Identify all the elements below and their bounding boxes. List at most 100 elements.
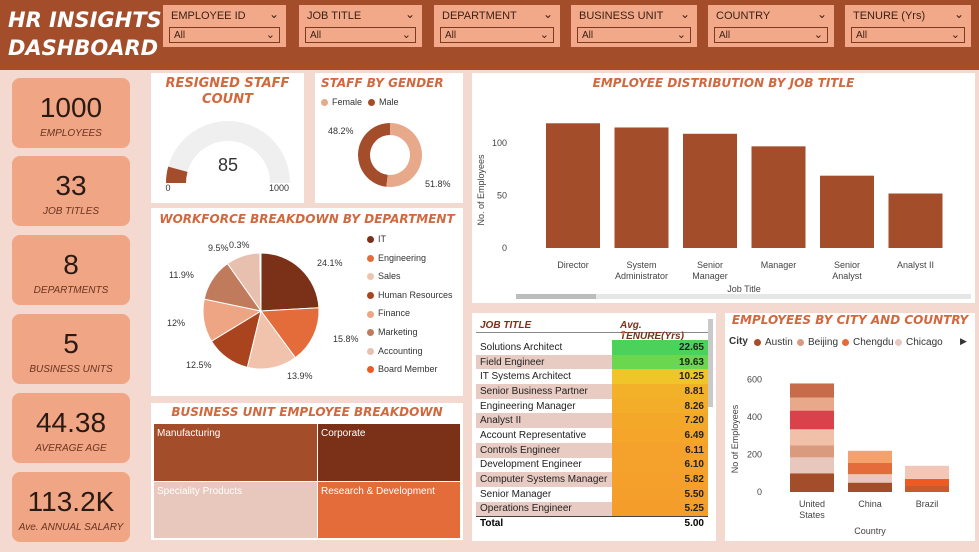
stack-segment[interactable]: [790, 473, 834, 492]
filter-dropdown[interactable]: All ⌄: [577, 27, 691, 43]
filter-label: TENURE (Yrs): [853, 10, 926, 22]
cell-job-title: Operations Engineer: [476, 501, 612, 517]
bar-director[interactable]: [546, 123, 600, 248]
bar-analyst-ii[interactable]: [888, 193, 943, 248]
column-header-job-title[interactable]: JOB TITLE: [480, 320, 532, 331]
table-row[interactable]: Senior Business Partner 8.81: [476, 384, 708, 399]
legend-item-marketing[interactable]: Marketing: [367, 327, 418, 337]
legend-item-finance[interactable]: Finance: [367, 308, 410, 318]
bar-senior-analyst[interactable]: [820, 175, 874, 248]
chevron-down-icon[interactable]: ⌄: [404, 7, 415, 21]
chevron-down-icon[interactable]: ⌄: [816, 7, 827, 21]
tile-manufacturing[interactable]: Manufacturing: [154, 424, 317, 481]
chevron-down-icon[interactable]: ⌄: [950, 29, 960, 41]
stack-segment[interactable]: [790, 445, 834, 458]
bar-senior-manager[interactable]: [683, 133, 737, 248]
legend-item-sales[interactable]: Sales: [367, 271, 401, 281]
legend-item-board-member[interactable]: Board Member: [367, 364, 438, 374]
filter-department[interactable]: DEPARTMENT ⌄ All ⌄: [434, 5, 560, 47]
chevron-down-icon[interactable]: ⌄: [676, 29, 686, 41]
filter-employee-id[interactable]: EMPLOYEE ID ⌄ All ⌄: [163, 5, 286, 47]
pie-slice-board-member[interactable]: [259, 252, 262, 312]
chevron-down-icon[interactable]: ⌄: [401, 29, 411, 41]
kpi-departments: 8 DEPARTMENTS: [12, 235, 130, 305]
filter-job-title[interactable]: JOB TITLE ⌄ All ⌄: [299, 5, 422, 47]
chevron-down-icon[interactable]: ⌄: [539, 29, 549, 41]
filter-business-unit[interactable]: BUSINESS UNIT ⌄ All ⌄: [571, 5, 697, 47]
table-row[interactable]: Analyst II 7.20: [476, 413, 708, 429]
legend-item-chengdu[interactable]: Chengdu: [842, 337, 894, 348]
female-slice[interactable]: [386, 123, 422, 187]
tile-research-development[interactable]: Research & Development: [317, 481, 460, 538]
legend-dot: [367, 329, 374, 337]
male-slice[interactable]: [358, 123, 390, 187]
tenure-table: Solutions Architect 22.65 Field Engineer 19…: [476, 340, 708, 517]
table-row[interactable]: Account Representative 6.49: [476, 428, 708, 443]
legend-item-engineering[interactable]: Engineering: [367, 253, 426, 263]
table-row[interactable]: Senior Manager 5.50: [476, 486, 708, 502]
kpi-value: 113.2K: [27, 486, 115, 517]
stack-segment[interactable]: [848, 474, 892, 483]
legend-item-austin[interactable]: Austin: [754, 337, 793, 348]
tile-speciality-products[interactable]: Speciality Products: [154, 481, 317, 538]
legend-item-it[interactable]: IT: [367, 234, 386, 244]
dashboard-title: HR INSIGHTS DASHBOARD: [8, 6, 162, 62]
stack-segment[interactable]: [790, 397, 834, 411]
filter-tenure[interactable]: TENURE (Yrs) ⌄ All ⌄: [845, 5, 971, 47]
stack-segment[interactable]: [790, 383, 834, 398]
pie-slice-it[interactable]: [260, 252, 320, 312]
legend-item-accounting[interactable]: Accounting: [367, 346, 423, 356]
stack-segment[interactable]: [905, 478, 949, 486]
pie-slice-engineering[interactable]: [260, 307, 320, 359]
stack-segment[interactable]: [848, 462, 892, 475]
chevron-down-icon[interactable]: ⌄: [268, 7, 279, 21]
stack-segment[interactable]: [905, 485, 949, 492]
legend-dot: [367, 291, 374, 299]
table-row[interactable]: Field Engineer 19.63: [476, 354, 708, 370]
filter-dropdown[interactable]: All ⌄: [851, 27, 965, 43]
table-row[interactable]: Engineering Manager 8.26: [476, 398, 708, 414]
filter-dropdown[interactable]: All ⌄: [169, 27, 280, 43]
resigned-gauge: 85 0 1000: [165, 121, 290, 193]
table-row[interactable]: Controls Engineer 6.11: [476, 442, 708, 458]
stack-segment[interactable]: [848, 450, 892, 463]
stack-segment[interactable]: [790, 429, 834, 446]
stack-segment[interactable]: [905, 465, 949, 479]
stack-segment[interactable]: [790, 457, 834, 474]
chevron-down-icon[interactable]: ⌄: [265, 29, 275, 41]
kpi-label: BUSINESS UNITS: [29, 364, 113, 375]
filter-dropdown[interactable]: All ⌄: [440, 27, 554, 43]
stack-segment[interactable]: [790, 410, 834, 430]
female-pct-label: 51.8%: [425, 179, 451, 189]
stack-segment[interactable]: [848, 482, 892, 492]
chevron-down-icon[interactable]: ⌄: [542, 7, 553, 21]
tile-corporate[interactable]: Corporate: [317, 424, 460, 481]
cell-tenure: 8.26: [612, 398, 708, 414]
cell-tenure: 7.20: [612, 413, 708, 429]
legend-next-icon[interactable]: ▶: [960, 336, 967, 346]
chevron-down-icon[interactable]: ⌄: [679, 7, 690, 21]
column-header-tenure[interactable]: Avg. TENURE(Yrs): [620, 320, 684, 342]
table-scrollbar[interactable]: [708, 319, 713, 407]
legend-item-chicago[interactable]: Chicago: [895, 337, 943, 348]
table-row[interactable]: IT Systems Architect 10.25: [476, 369, 708, 385]
bar-manager[interactable]: [751, 146, 806, 248]
legend-item-beijing[interactable]: Beijing: [797, 337, 838, 348]
scrollbar-track[interactable]: [516, 294, 971, 299]
filter-dropdown[interactable]: All ⌄: [714, 27, 828, 43]
chevron-down-icon[interactable]: ⌄: [953, 7, 964, 21]
sort-descending-icon[interactable]: ▼: [620, 330, 627, 337]
legend-item-human-resources[interactable]: Human Resources: [367, 290, 453, 300]
kpi-business-units: 5 BUSINESS UNITS: [12, 314, 130, 384]
kpi-value: 44.38: [35, 407, 107, 438]
chevron-down-icon[interactable]: ⌄: [813, 29, 823, 41]
bar-system-administrator[interactable]: [614, 127, 669, 248]
filter-country[interactable]: COUNTRY ⌄ All ⌄: [708, 5, 834, 47]
scrollbar-thumb[interactable]: [516, 294, 596, 299]
tile-label: Speciality Products: [157, 486, 243, 497]
filter-dropdown[interactable]: All ⌄: [305, 27, 416, 43]
table-row[interactable]: Development Engineer 6.10: [476, 457, 708, 473]
table-row[interactable]: Computer Systems Manager 5.82: [476, 472, 708, 487]
table-row[interactable]: Operations Engineer 5.25: [476, 501, 708, 517]
table-row[interactable]: Solutions Architect 22.65: [476, 340, 708, 355]
